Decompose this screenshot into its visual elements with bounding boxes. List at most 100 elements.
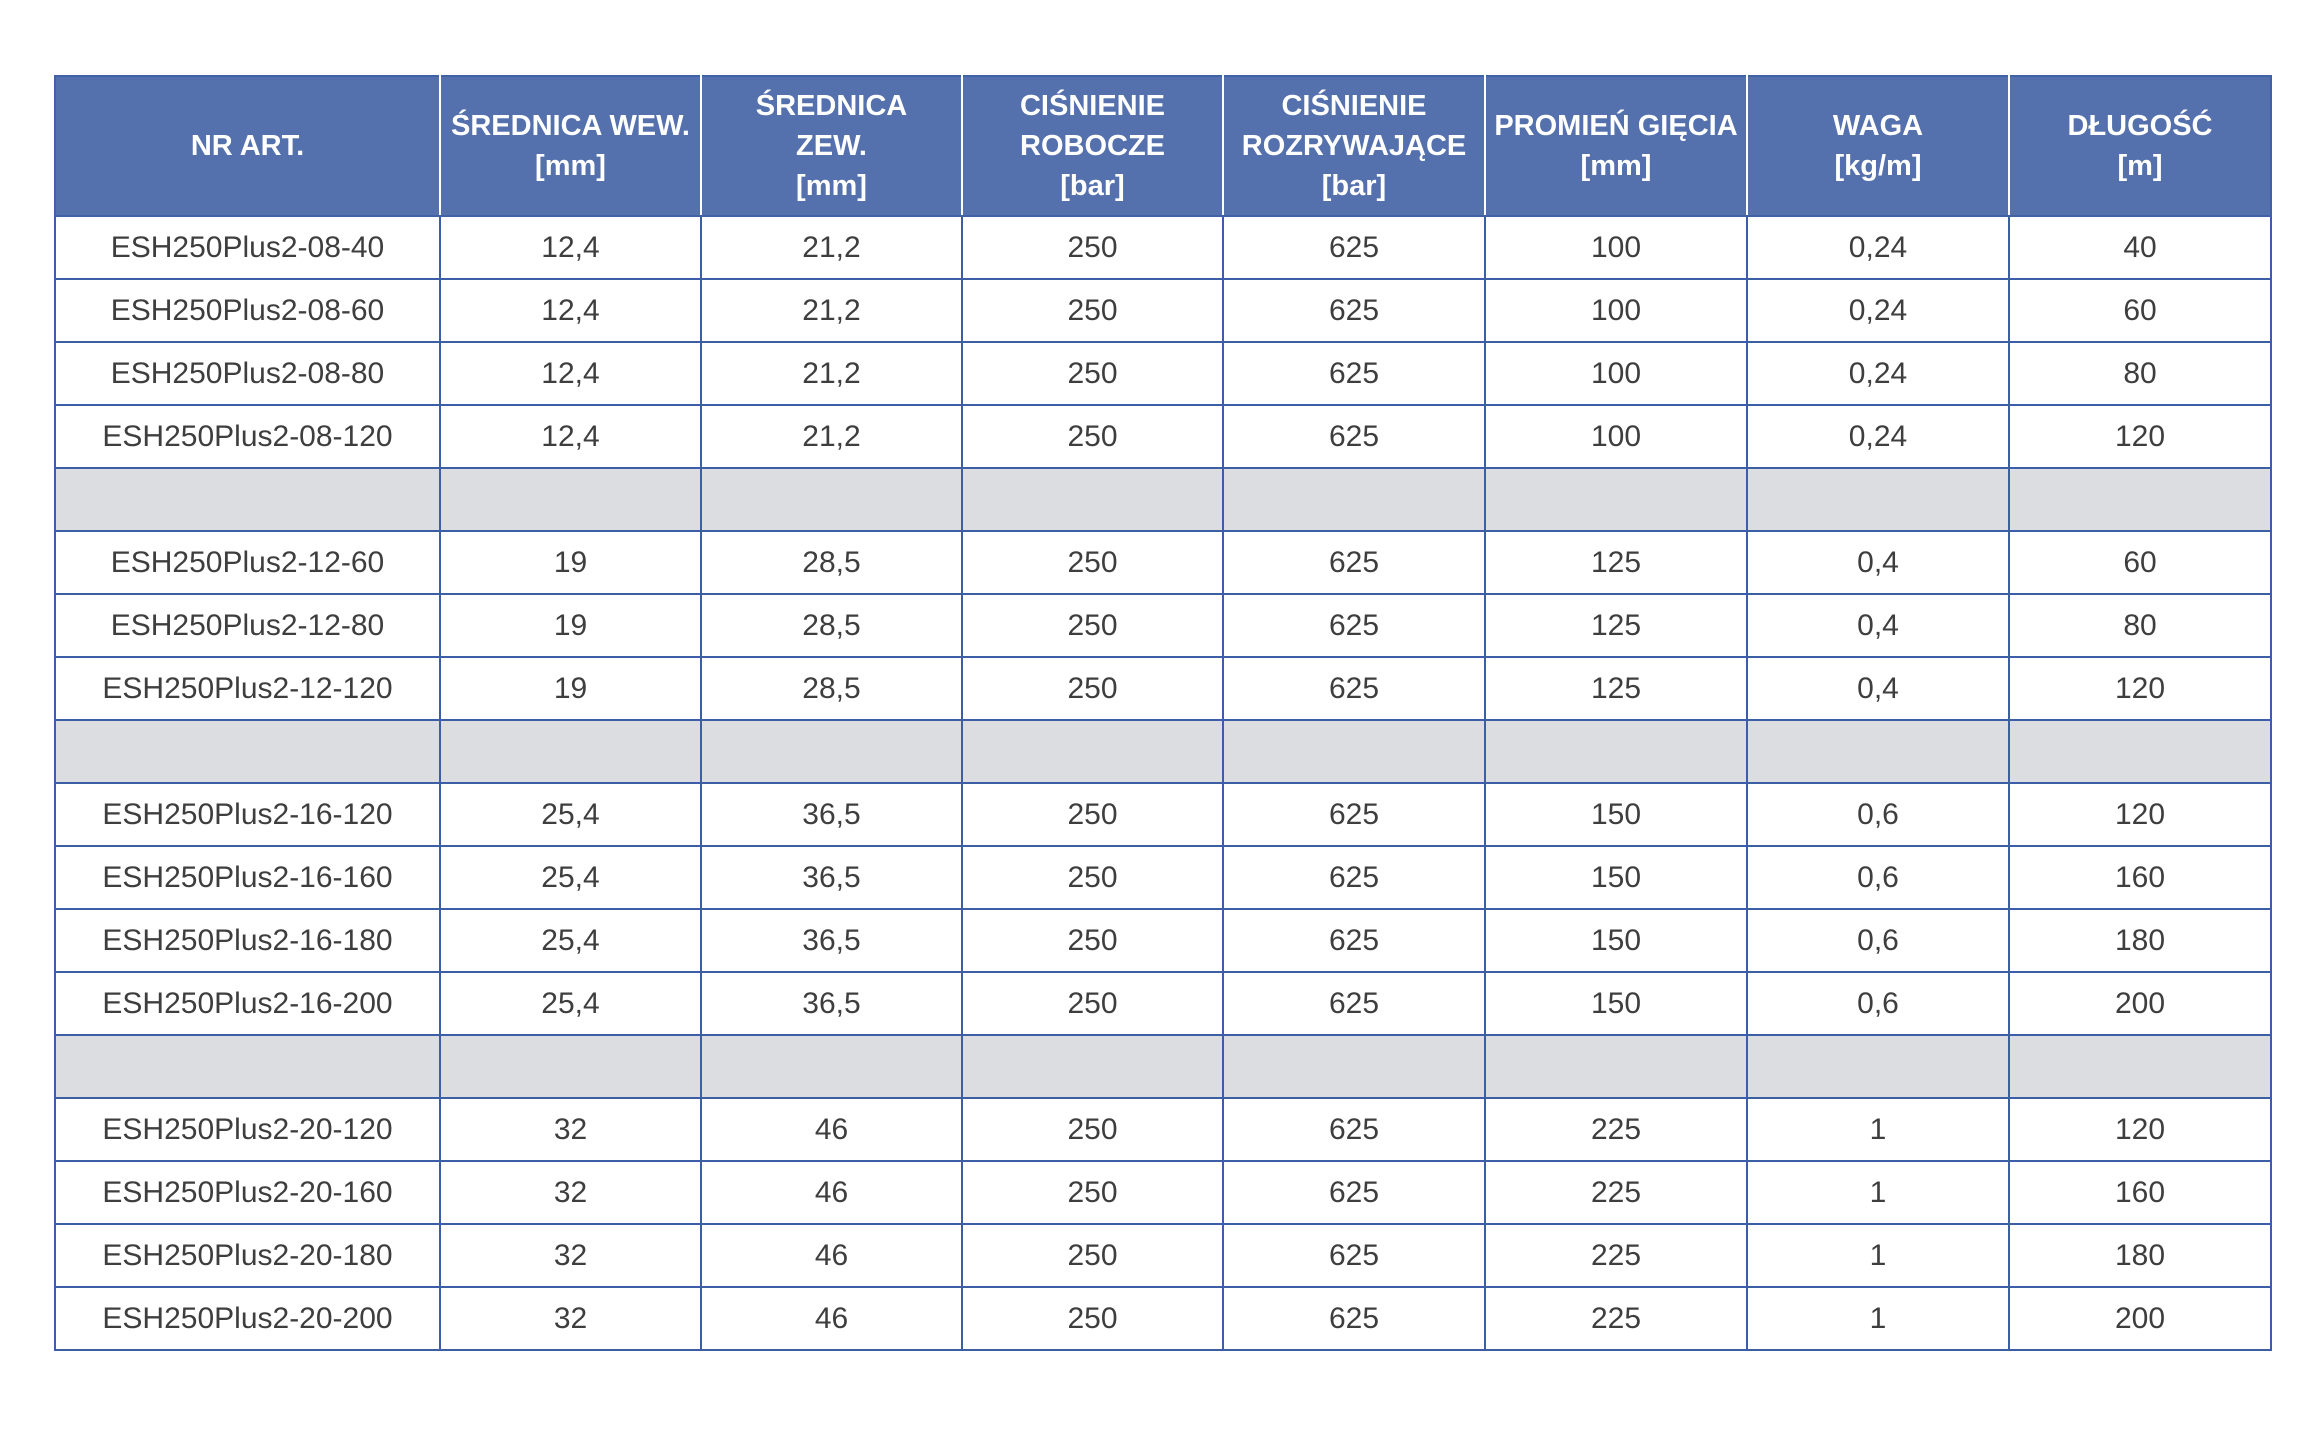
header-line: ROBOCZE [1020, 130, 1165, 162]
table-cell: 46 [700, 1160, 963, 1225]
header-line: [bar] [1060, 170, 1125, 202]
separator-cell [1746, 467, 2010, 532]
table-cell: ESH250Plus2-16-180 [54, 908, 441, 973]
table-cell: 1 [1746, 1286, 2010, 1351]
table-cell: 625 [1222, 971, 1486, 1036]
table-cell: 46 [700, 1097, 963, 1162]
table-row: ESH250Plus2-16-160 25,4 36,5 250 625 150 0,6 16… [54, 845, 2272, 910]
table-row: ESH250Plus2-08-120 12,4 21,2 250 625 100 0,24 1… [54, 404, 2272, 469]
header-line: ROZRYWAJĄCE [1241, 130, 1467, 162]
header-length: DŁUGOŚĆ [m] [2008, 75, 2272, 217]
table-row: ESH250Plus2-20-200 32 46 250 625 225 1 200 [54, 1286, 2272, 1351]
table-cell: 46 [700, 1223, 963, 1288]
table-cell: 0,24 [1746, 404, 2010, 469]
table-cell: ESH250Plus2-20-180 [54, 1223, 441, 1288]
table-cell: 625 [1222, 908, 1486, 973]
table-cell: 0,24 [1746, 215, 2010, 280]
table-cell: ESH250Plus2-16-160 [54, 845, 441, 910]
table-cell: 250 [961, 278, 1224, 343]
header-inner-diameter: ŚREDNICA WEW. [mm] [439, 75, 702, 217]
table-cell: 0,6 [1746, 845, 2010, 910]
table-cell: 150 [1484, 971, 1748, 1036]
table-cell: 21,2 [700, 341, 963, 406]
table-cell: 25,4 [439, 845, 702, 910]
header-line: NR ART. [190, 130, 305, 162]
table-row: ESH250Plus2-20-180 32 46 250 625 225 1 180 [54, 1223, 2272, 1288]
table-cell: 36,5 [700, 845, 963, 910]
header-line: CIŚNIENIE [1281, 90, 1427, 122]
table-cell: 250 [961, 1160, 1224, 1225]
table-cell: 150 [1484, 908, 1748, 973]
separator-cell [439, 467, 702, 532]
table-cell: 225 [1484, 1160, 1748, 1225]
separator-cell [54, 1034, 441, 1099]
table-cell: ESH250Plus2-12-60 [54, 530, 441, 595]
table-cell: 200 [2008, 1286, 2272, 1351]
table-cell: 125 [1484, 593, 1748, 658]
table-cell: 150 [1484, 782, 1748, 847]
table-cell: ESH250Plus2-08-120 [54, 404, 441, 469]
table-row: ESH250Plus2-12-120 19 28,5 250 625 125 0,4 120 [54, 656, 2272, 721]
table-row: ESH250Plus2-20-120 32 46 250 625 225 1 120 [54, 1097, 2272, 1162]
table-cell: 250 [961, 1223, 1224, 1288]
table-row: ESH250Plus2-12-80 19 28,5 250 625 125 0,4 80 [54, 593, 2272, 658]
table-cell: 125 [1484, 530, 1748, 595]
group-separator-row [54, 1034, 2272, 1099]
table-cell: 180 [2008, 1223, 2272, 1288]
table-cell: 625 [1222, 1160, 1486, 1225]
separator-cell [1222, 467, 1486, 532]
table-cell: 250 [961, 404, 1224, 469]
table-row: ESH250Plus2-16-120 25,4 36,5 250 625 150 0,6 12… [54, 782, 2272, 847]
header-article-number: NR ART. [54, 75, 441, 217]
table-cell: 80 [2008, 341, 2272, 406]
table-cell: 25,4 [439, 782, 702, 847]
table-cell: 625 [1222, 1223, 1486, 1288]
table-cell: 0,6 [1746, 971, 2010, 1036]
table-cell: 1 [1746, 1097, 2010, 1162]
table-cell: 100 [1484, 215, 1748, 280]
table-cell: 250 [961, 593, 1224, 658]
table-cell: 19 [439, 656, 702, 721]
header-weight: WAGA [kg/m] [1746, 75, 2010, 217]
table-cell: 120 [2008, 404, 2272, 469]
table-row: ESH250Plus2-16-180 25,4 36,5 250 625 150 0,6 18… [54, 908, 2272, 973]
table-cell: 21,2 [700, 404, 963, 469]
table-cell: 250 [961, 530, 1224, 595]
table-cell: 200 [2008, 971, 2272, 1036]
table-cell: 12,4 [439, 215, 702, 280]
table-cell: 225 [1484, 1223, 1748, 1288]
separator-cell [1222, 1034, 1486, 1099]
table-cell: 36,5 [700, 782, 963, 847]
product-spec-table: NR ART. ŚREDNICA WEW. [mm] ŚREDNICA ZEW. [mm]… [54, 75, 2272, 1351]
table-cell: 0,4 [1746, 530, 2010, 595]
header-line: PROMIEŃ GIĘCIA [1494, 110, 1738, 142]
table-cell: 32 [439, 1223, 702, 1288]
table-cell: 250 [961, 908, 1224, 973]
table-cell: 36,5 [700, 908, 963, 973]
table-cell: ESH250Plus2-16-200 [54, 971, 441, 1036]
table-cell: 40 [2008, 215, 2272, 280]
header-line: ŚREDNICA WEW. [451, 110, 690, 142]
table-cell: ESH250Plus2-20-200 [54, 1286, 441, 1351]
table-cell: 625 [1222, 656, 1486, 721]
table-cell: 12,4 [439, 341, 702, 406]
separator-cell [700, 1034, 963, 1099]
table-row: ESH250Plus2-12-60 19 28,5 250 625 125 0,4 60 [54, 530, 2272, 595]
group-separator-row [54, 467, 2272, 532]
header-line: [mm] [1580, 150, 1652, 182]
separator-cell [439, 719, 702, 784]
table-cell: ESH250Plus2-08-40 [54, 215, 441, 280]
header-line: [mm] [796, 170, 867, 202]
separator-cell [2008, 719, 2272, 784]
separator-cell [54, 719, 441, 784]
header-burst-pressure: CIŚNIENIE ROZRYWAJĄCE [bar] [1222, 75, 1486, 217]
table-cell: 625 [1222, 341, 1486, 406]
header-outer-diameter: ŚREDNICA ZEW. [mm] [700, 75, 963, 217]
table-cell: 19 [439, 593, 702, 658]
table-cell: ESH250Plus2-08-60 [54, 278, 441, 343]
table-cell: 125 [1484, 656, 1748, 721]
table-cell: 250 [961, 1286, 1224, 1351]
table-cell: 0,4 [1746, 593, 2010, 658]
table-cell: 150 [1484, 845, 1748, 910]
table-cell: 250 [961, 782, 1224, 847]
